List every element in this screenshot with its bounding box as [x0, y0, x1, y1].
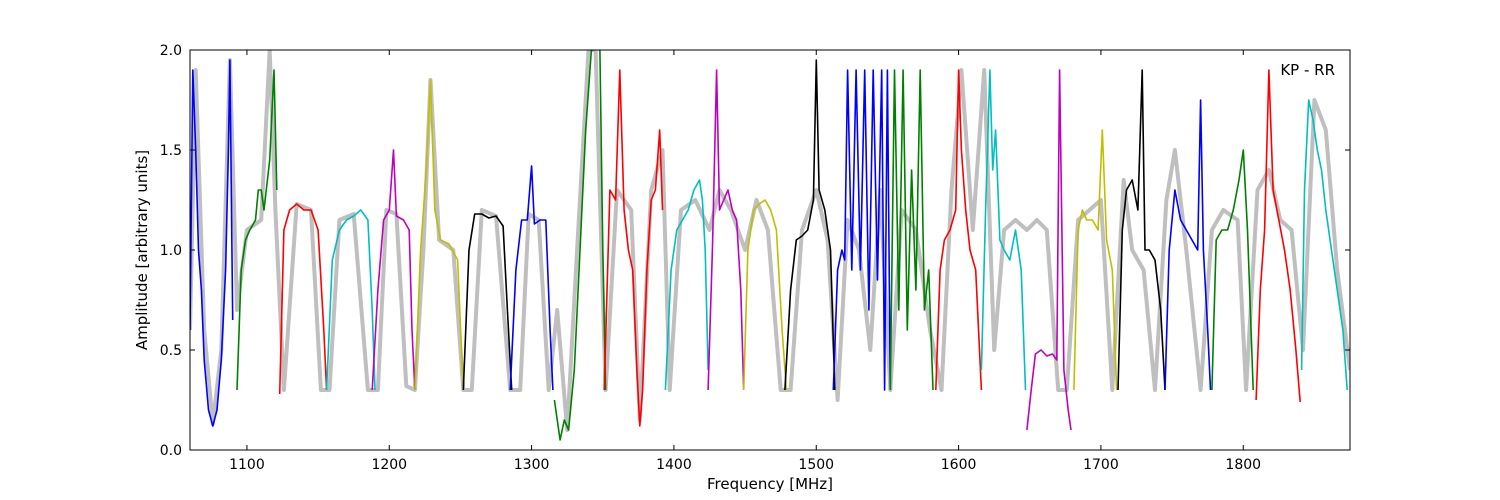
y-tick-label: 2.0	[160, 43, 182, 59]
series-line-8	[553, 50, 595, 441]
series-line-5	[414, 79, 465, 391]
x-tick-label: 1400	[656, 457, 692, 473]
series-line-10	[603, 69, 664, 427]
plot-area	[190, 50, 1350, 441]
x-tick-label: 1800	[1225, 457, 1261, 473]
x-tick-label: 1300	[514, 457, 550, 473]
series-line-4	[371, 149, 416, 391]
series-line-1	[236, 69, 278, 391]
series-line-22	[1164, 99, 1212, 391]
series-line-9	[599, 50, 607, 391]
series-line-19	[1026, 69, 1072, 431]
y-tick-label: 1.5	[160, 143, 182, 159]
series-line-17	[935, 69, 983, 391]
series-line-0	[190, 59, 234, 427]
series-line-14	[784, 59, 836, 391]
y-tick-label: 0.0	[160, 443, 182, 459]
series-line-16	[889, 69, 934, 391]
y-tick-label: 0.5	[160, 343, 182, 359]
series-line-6	[462, 213, 513, 391]
series-line-25	[1300, 99, 1348, 391]
series-line-23	[1211, 149, 1254, 391]
panel-label: KP - RR	[1280, 61, 1335, 79]
series-line-11	[664, 179, 709, 391]
x-tick-label: 1500	[798, 457, 834, 473]
series-line-20	[1073, 129, 1118, 391]
series-line-13	[742, 199, 788, 391]
series-line-21	[1117, 69, 1166, 391]
y-tick-label: 1.0	[160, 243, 182, 259]
x-axis-label: Frequency [MHz]	[707, 475, 833, 493]
x-tick-label: 1700	[1083, 457, 1119, 473]
series-line-2	[278, 203, 328, 395]
series-line-7	[509, 165, 554, 391]
background-trace	[190, 50, 1350, 432]
axes-ticks: 1100 1200 1300 1400 1500 1600 1700 1800 0.0 0.5 1.…	[160, 43, 1350, 473]
series-line-18	[980, 69, 1027, 391]
x-tick-label: 1600	[941, 457, 977, 473]
series-line-3	[325, 209, 376, 391]
series-line-15	[832, 69, 892, 391]
x-tick-label: 1200	[371, 457, 407, 473]
series-line-24	[1255, 69, 1301, 403]
series-line-12	[707, 69, 745, 391]
x-tick-label: 1100	[229, 457, 265, 473]
y-axis-label: Amplitude [arbitrary units]	[133, 150, 151, 350]
